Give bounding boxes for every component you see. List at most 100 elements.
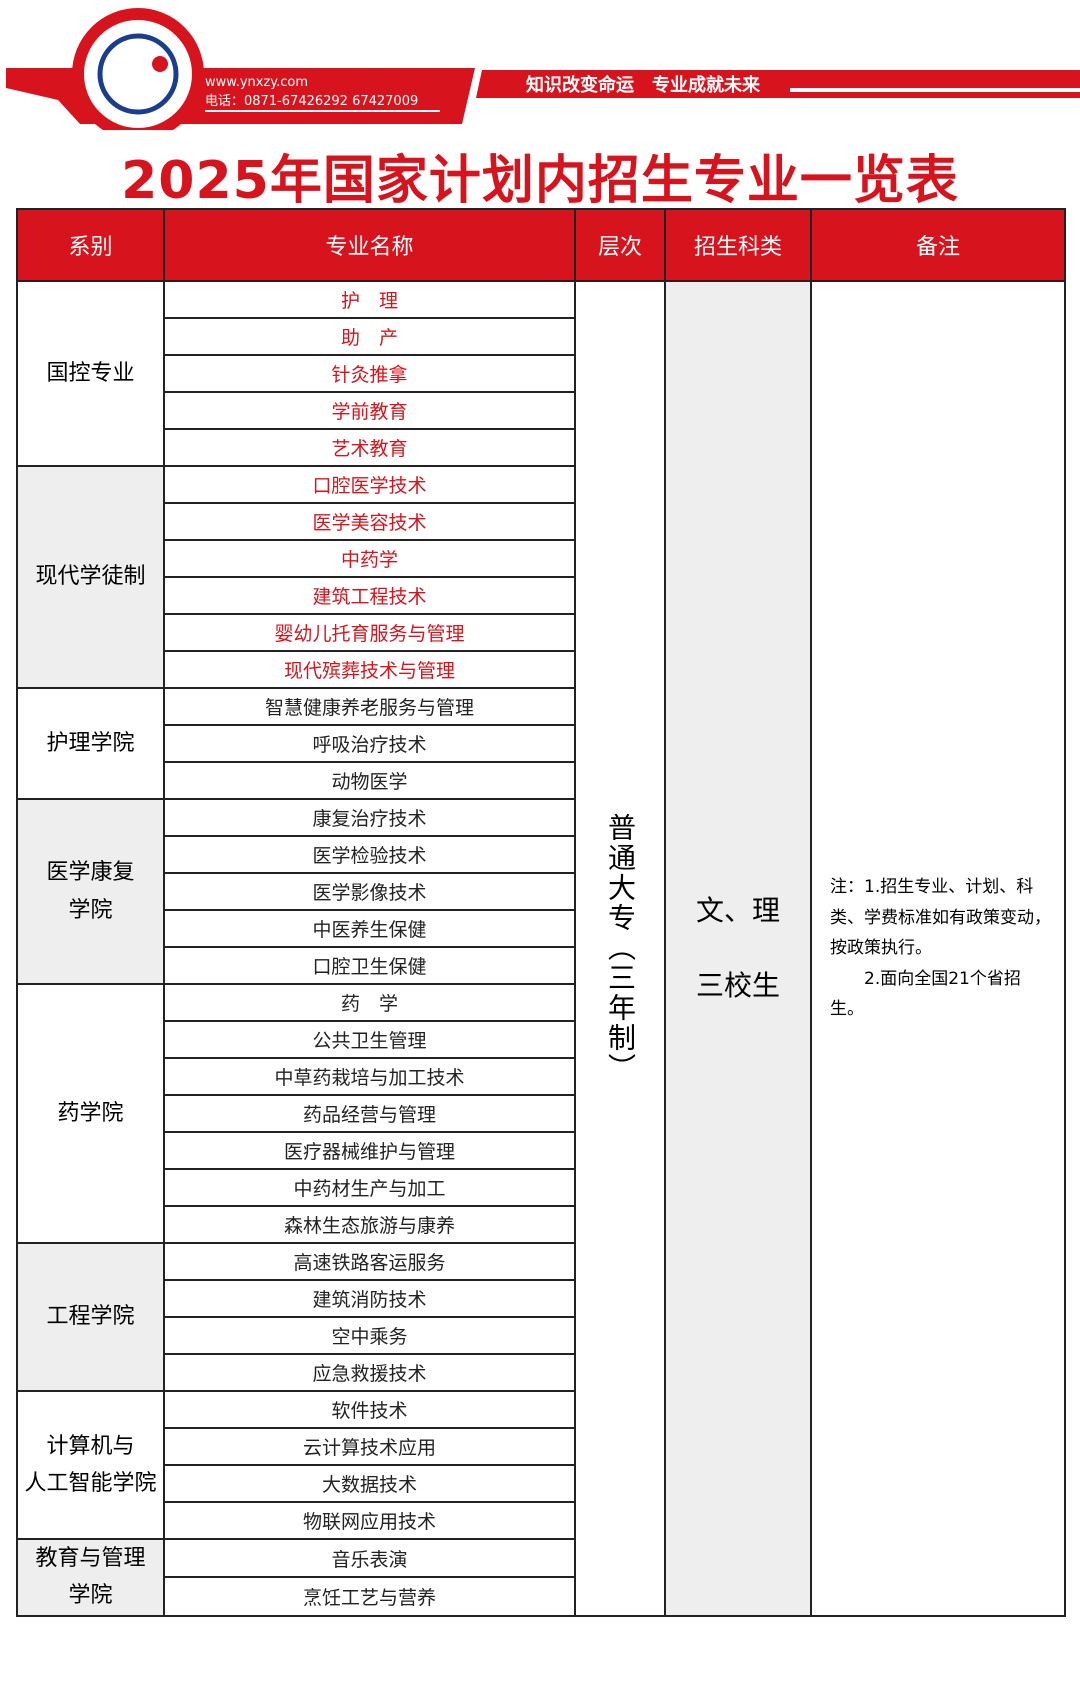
table-row: 药品经营与管理 xyxy=(17,1094,1065,1133)
table-row: 婴幼儿托育服务与管理 xyxy=(17,613,1065,652)
major: 针灸推拿 xyxy=(163,354,576,393)
major: 中草药栽培与加工技术 xyxy=(163,1057,576,1096)
major: 建筑工程技术 xyxy=(163,576,576,615)
major: 护 理 xyxy=(163,280,576,319)
table-row: 中药学 xyxy=(17,539,1065,578)
note: 注：1.招生专业、计划、科类、学费标准如有政策变动，按政策执行。 xyxy=(830,876,1051,959)
department-line: 计算机与 xyxy=(46,1433,135,1459)
column-header: 招生科类 xyxy=(664,208,812,282)
major: 现代殡葬技术与管理 xyxy=(163,650,576,689)
category-line: 文、理 xyxy=(695,893,780,927)
table-row: 医学美容技术 xyxy=(17,502,1065,541)
major: 药 学 xyxy=(163,983,576,1022)
column-header: 系别 xyxy=(16,208,165,282)
department-line: 学院 xyxy=(68,897,113,923)
table-row: 中草药栽培与加工技术 xyxy=(17,1057,1065,1096)
department: 药学院 xyxy=(16,983,165,1244)
table-row: 物联网应用技术 xyxy=(17,1501,1065,1540)
category-line: 三校生 xyxy=(695,969,780,1003)
major: 医学美容技术 xyxy=(163,502,576,541)
table-row: 现代殡葬技术与管理 xyxy=(17,650,1065,689)
major-table: 系别 专业名称 层次 招生科类 备注 国控专业护 理普通大专（三年制） 文、理 三校生 注：1… xyxy=(16,208,1066,1617)
notes: 注：1.招生专业、计划、科类、学费标准如有政策变动，按政策执行。 2.面向全国21… xyxy=(810,280,1066,1617)
note: 2.面向全国21个省招生。 xyxy=(830,968,1021,1020)
major: 医学检验技术 xyxy=(163,835,576,874)
department-line: 工程学院 xyxy=(46,1304,135,1330)
major: 口腔卫生保健 xyxy=(163,946,576,985)
major: 婴幼儿托育服务与管理 xyxy=(163,613,576,652)
table-row: 森林生态旅游与康养 xyxy=(17,1205,1065,1244)
column-header: 层次 xyxy=(574,208,666,282)
major: 物联网应用技术 xyxy=(163,1501,576,1540)
major: 森林生态旅游与康养 xyxy=(163,1205,576,1244)
major: 学前教育 xyxy=(163,391,576,430)
header-banner: www.ynxzy.com 电话：0871-67426292 67427009 … xyxy=(6,8,1080,130)
department-line: 医学康复 xyxy=(46,860,135,886)
major: 软件技术 xyxy=(163,1390,576,1429)
department: 医学康复 学院 xyxy=(16,798,165,985)
major: 呼吸治疗技术 xyxy=(163,724,576,763)
logo-inner xyxy=(97,33,179,115)
table-row: 云计算技术应用 xyxy=(17,1427,1065,1466)
table-row: 中医养生保健 xyxy=(17,909,1065,948)
department-line: 人工智能学院 xyxy=(24,1471,157,1496)
table-row: 医疗器械维护与管理 xyxy=(17,1131,1065,1170)
table-row: 工程学院 高速铁路客运服务 xyxy=(16,1242,1065,1392)
major: 艺术教育 xyxy=(163,428,576,467)
column-header: 专业名称 xyxy=(163,208,576,282)
table-row: 医学影像技术 xyxy=(17,872,1065,911)
url: www.ynxzy.com xyxy=(205,75,308,90)
department: 护理学院 xyxy=(16,687,165,800)
table-row: 呼吸治疗技术 xyxy=(17,724,1065,763)
department: 国控专业 xyxy=(16,280,165,467)
major: 大数据技术 xyxy=(163,1464,576,1503)
major: 医疗器械维护与管理 xyxy=(163,1131,576,1170)
major: 中药材生产与加工 xyxy=(163,1168,576,1207)
column-header: 备注 xyxy=(810,208,1066,282)
table-row: 学前教育 xyxy=(17,391,1065,430)
header-row: 系别 专业名称 层次 招生科类 备注 xyxy=(16,208,1066,282)
table-body: 国控专业护 理普通大专（三年制） 文、理 三校生 注：1.招生专业、计划、科类、学费标… xyxy=(16,280,1066,1617)
major: 建筑消防技术 xyxy=(163,1279,576,1318)
table-row: 烹饪工艺与营养 xyxy=(17,1576,1065,1617)
table-row: 现代学徒制 口腔医学技术 xyxy=(16,465,1065,689)
department: 计算机与人工智能学院 xyxy=(16,1390,165,1540)
level: 普通大专（三年制） xyxy=(574,280,666,1617)
table-row: 应急救援技术 xyxy=(17,1353,1065,1392)
department-line: 学院 xyxy=(68,1583,113,1609)
category: 文、理 三校生 xyxy=(664,280,812,1617)
major: 药品经营与管理 xyxy=(163,1094,576,1133)
table-row: 艺术教育 xyxy=(17,428,1065,467)
major: 中医养生保健 xyxy=(163,909,576,948)
department-line: 教育与管理 xyxy=(35,1546,146,1571)
table-row: 教育与管理学院 音乐表演 xyxy=(16,1537,1065,1617)
major: 助 产 xyxy=(163,317,576,356)
table-row: 国控专业护 理普通大专（三年制） 文、理 三校生 注：1.招生专业、计划、科类、学费标… xyxy=(16,280,1066,1617)
table-row: 药学院 药 学 xyxy=(16,983,1065,1244)
major: 智慧健康养老服务与管理 xyxy=(163,687,576,726)
table-row: 助 产 xyxy=(17,317,1065,356)
major: 云计算技术应用 xyxy=(163,1427,576,1466)
major: 音乐表演 xyxy=(163,1537,576,1579)
phone: 电话：0871-67426292 67427009 xyxy=(205,94,418,109)
major: 应急救援技术 xyxy=(163,1353,576,1392)
department-line: 现代学徒制 xyxy=(35,564,146,590)
major: 高速铁路客运服务 xyxy=(163,1242,576,1281)
major: 康复治疗技术 xyxy=(163,798,576,837)
table-row: 中药材生产与加工 xyxy=(17,1168,1065,1207)
slogan-stripe xyxy=(790,88,1080,92)
department: 现代学徒制 xyxy=(16,465,165,689)
logo-dot xyxy=(152,56,168,72)
table-row: 公共卫生管理 xyxy=(17,1020,1065,1059)
major: 公共卫生管理 xyxy=(163,1020,576,1059)
slogan: 知识改变命运 专业成就未来 xyxy=(526,74,761,96)
table-row: 空中乘务 xyxy=(17,1316,1065,1355)
major: 烹饪工艺与营养 xyxy=(163,1576,576,1617)
major: 空中乘务 xyxy=(163,1316,576,1355)
table-row: 计算机与 人工智能学院 软件技术 xyxy=(16,1390,1065,1540)
title: 2025年国家计划内招生专业一览表 xyxy=(121,151,959,211)
table-row: 动物医学 xyxy=(17,761,1065,800)
department-line: 护理学院 xyxy=(46,730,135,756)
major: 中药学 xyxy=(163,539,576,578)
